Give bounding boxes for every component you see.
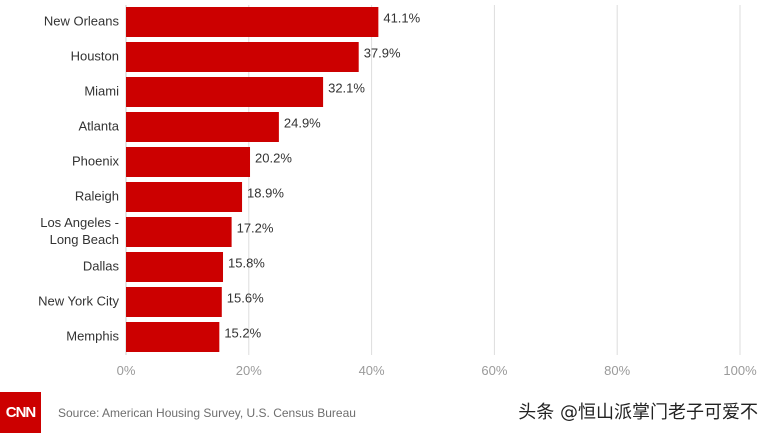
category-label: New York City xyxy=(38,293,119,308)
bar xyxy=(126,287,222,317)
bar-chart: 0% 20% 40% 60% 80% 100% 41.1% New Orleans 37.9% H… xyxy=(38,5,757,378)
bar xyxy=(126,77,324,107)
bar xyxy=(126,182,243,212)
bar xyxy=(126,147,251,177)
category-label: Raleigh xyxy=(75,188,119,203)
data-label: 17.2% xyxy=(237,220,274,235)
bar xyxy=(126,217,232,247)
category-label: Miami xyxy=(84,83,119,98)
cnn-logo: CNN xyxy=(0,392,41,433)
category-label: Memphis xyxy=(66,328,119,343)
source-note: Source: American Housing Survey, U.S. Ce… xyxy=(58,406,356,420)
x-tick-label: 60% xyxy=(481,363,507,378)
category-label: Houston xyxy=(71,48,119,63)
category-label: Dallas xyxy=(83,258,120,273)
data-label: 41.1% xyxy=(383,10,420,25)
x-tick-label: 20% xyxy=(236,363,262,378)
bar xyxy=(126,322,220,352)
bar xyxy=(126,7,379,37)
cnn-logo-text: CNN xyxy=(5,404,36,421)
watermark: 头条 @恒山派掌门老子可爱不 xyxy=(518,402,758,423)
x-tick-label: 0% xyxy=(117,363,136,378)
category-label: New Orleans xyxy=(44,13,120,28)
data-label: 15.6% xyxy=(227,290,264,305)
data-label: 37.9% xyxy=(364,45,401,60)
bar xyxy=(126,112,279,142)
category-label: Phoenix xyxy=(72,153,119,168)
footer: CNN Source: American Housing Survey, U.S… xyxy=(0,392,770,433)
data-label: 15.2% xyxy=(224,325,261,340)
x-tick-label: 40% xyxy=(359,363,385,378)
category-label: Atlanta xyxy=(79,118,120,133)
data-label: 20.2% xyxy=(255,150,292,165)
category-label: Los Angeles -Long Beach xyxy=(40,215,119,247)
bar xyxy=(126,252,224,282)
data-label: 18.9% xyxy=(247,185,284,200)
x-tick-label: 80% xyxy=(604,363,630,378)
data-label: 32.1% xyxy=(328,80,365,95)
data-label: 24.9% xyxy=(284,115,321,130)
data-label: 15.8% xyxy=(228,255,265,270)
bar xyxy=(126,42,359,72)
x-tick-label: 100% xyxy=(723,363,757,378)
